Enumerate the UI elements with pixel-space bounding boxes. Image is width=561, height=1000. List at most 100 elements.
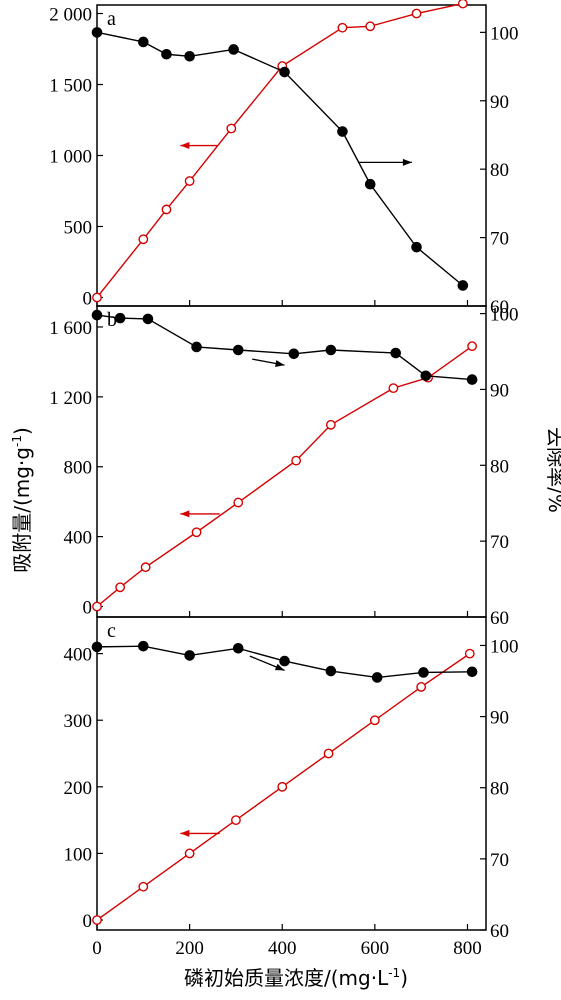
data-point-removal [420, 370, 432, 382]
data-point-adsorption [411, 8, 422, 19]
left-tick-label: 100 [64, 844, 93, 865]
x-tick-label: 0 [92, 938, 102, 959]
axis-arrow-head [180, 510, 190, 518]
data-point-adsorption [161, 204, 172, 215]
right-tick-label: 90 [490, 92, 509, 113]
right-tick-label: 100 [490, 23, 519, 44]
data-point-removal [279, 655, 290, 667]
data-point-removal [337, 126, 348, 137]
data-point-removal [325, 665, 337, 677]
plot-frame-a [96, 4, 487, 307]
data-point-adsorption [325, 419, 336, 430]
data-point-removal [364, 178, 376, 190]
ylabel-left-sup: -1 [10, 435, 24, 447]
right-tick-label: 100 [490, 305, 519, 326]
data-point-adsorption [277, 781, 288, 792]
panel-a: 0 500 1 000 1 500 2 000 60 70 80 90 100 a [49, 0, 519, 318]
x-tick-label: 400 [268, 938, 297, 959]
data-point-adsorption [457, 0, 468, 9]
data-point-removal [466, 374, 478, 385]
left-tick-label: 1 500 [49, 76, 92, 97]
right-tick-label: 90 [490, 708, 509, 729]
series-line [96, 2, 463, 298]
axis-arrow-head [275, 360, 285, 367]
axis-arrow-head [180, 142, 190, 150]
xlabel-tail: ) [400, 966, 408, 990]
series-line [96, 314, 473, 381]
series-line [96, 31, 464, 287]
left-tick-label: 1 200 [49, 388, 92, 409]
xlabel: 磷初始质量浓度/(mg·L-1) [184, 966, 408, 990]
left-tick-label: 200 [64, 778, 93, 799]
data-point-removal [232, 643, 244, 654]
data-point-removal [288, 348, 300, 360]
data-point-removal [184, 650, 195, 661]
data-point-adsorption [467, 341, 478, 352]
data-point-removal [232, 344, 244, 356]
data-point-adsorption [388, 383, 399, 394]
panel-b: 0 400 800 1 200 1 600 60 70 80 90 100 b [49, 305, 518, 629]
ylabel-left-tail: ) [10, 427, 34, 435]
left-tick-label: 400 [64, 645, 93, 666]
data-point-removal [411, 241, 422, 253]
data-point-adsorption [138, 234, 149, 245]
right-tick-label: 80 [490, 779, 509, 800]
x-tick-label: 200 [175, 938, 204, 959]
data-point-adsorption [337, 22, 348, 33]
x-tick-label: 600 [361, 938, 390, 959]
axis-arrow-head [274, 663, 285, 671]
right-tick-label: 80 [490, 456, 509, 477]
xlabel-sup: -1 [388, 966, 400, 980]
data-point-removal [138, 36, 149, 48]
left-tick-label: 1 600 [49, 318, 92, 339]
data-point-removal [142, 313, 154, 325]
right-tick-label: 60 [490, 297, 509, 318]
left-tick-label: 0 [83, 288, 93, 309]
data-point-removal [228, 44, 239, 55]
data-point-adsorption [226, 123, 237, 134]
data-point-adsorption [92, 292, 102, 303]
data-point-removal [466, 666, 478, 678]
axis-arrow-head [402, 158, 412, 166]
right-tick-label: 70 [490, 229, 509, 250]
ylabel-left-main: 吸附量/(mg·g [10, 447, 34, 573]
data-point-adsorption [184, 848, 195, 859]
left-tick-label: 800 [64, 458, 93, 479]
data-point-removal [161, 48, 172, 60]
left-tick-label: 0 [83, 911, 93, 932]
plot-frame-c [96, 616, 487, 931]
data-point-adsorption [464, 648, 475, 659]
data-point-removal [371, 672, 383, 683]
right-tick-label: 90 [490, 380, 509, 401]
ylabel-left: 吸附量/(mg·g-1) [10, 427, 34, 573]
right-tick-label: 80 [490, 160, 509, 181]
data-point-removal [325, 344, 337, 356]
right-tick-label: 60 [490, 608, 509, 629]
data-point-removal [418, 667, 429, 678]
data-point-adsorption [92, 915, 102, 925]
left-tick-label: 300 [64, 711, 93, 732]
data-point-adsorption [191, 527, 202, 538]
left-tick-label: 400 [64, 528, 93, 549]
left-tick-label: 500 [64, 217, 93, 238]
data-point-removal [191, 341, 202, 353]
data-point-adsorption [369, 715, 380, 726]
panel-c: 0 100 200 300 400 60 70 80 90 100 0 200 400 600 800 c [64, 616, 519, 959]
data-point-adsorption [92, 601, 102, 612]
data-point-adsorption [140, 562, 151, 573]
x-tick-label: 800 [453, 938, 482, 959]
data-point-adsorption [291, 455, 302, 466]
ylabel-right: 去除率/% [544, 427, 561, 513]
right-tick-label: 60 [490, 921, 509, 942]
left-tick-label: 0 [83, 598, 93, 619]
xlabel-main: 磷初始质量浓度/(mg·L [184, 966, 389, 990]
left-tick-label: 1 000 [49, 147, 92, 168]
data-point-adsorption [184, 176, 195, 186]
right-tick-label: 100 [490, 636, 519, 657]
right-tick-label: 70 [490, 532, 509, 553]
panel-label: b [107, 309, 117, 331]
data-point-adsorption [416, 682, 427, 692]
axis-arrow-head [180, 829, 190, 837]
